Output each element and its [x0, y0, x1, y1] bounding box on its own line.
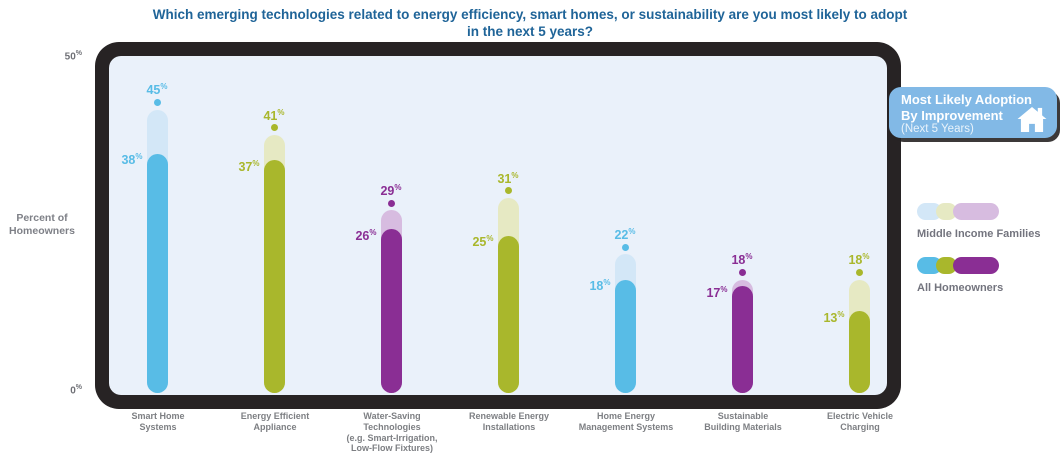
- bar-all-homeowners: [263, 159, 285, 393]
- category-label: Home Energy Management Systems: [578, 411, 674, 432]
- value-label-middle-income: 45%: [146, 82, 168, 98]
- legend-entry-all-homeowners: All Homeowners: [917, 257, 1003, 294]
- value-label-middle-income: 18%: [848, 252, 870, 268]
- legend-swatch-olive: [936, 257, 957, 274]
- legend-swatch-purple: [953, 203, 999, 220]
- value-label-middle-income: 22%: [614, 227, 636, 243]
- bar-top-dot: [738, 269, 746, 277]
- badge-text: Most Likely Adoption By Improvement (Nex…: [901, 92, 1032, 136]
- y-axis-tick-50: 50%: [64, 50, 82, 63]
- legend-swatch-purple: [953, 257, 999, 274]
- plot-area: 45% 38% 41% 37% 29% 26% 31% 25% 22% 18% 18% 17% 18% 1…: [109, 56, 887, 395]
- chart-frame: 45% 38% 41% 37% 29% 26% 31% 25% 22% 18% 18% 17% 18% 1…: [95, 42, 901, 409]
- legend-swatch-pill: [917, 203, 999, 220]
- legend-swatch-pill: [917, 257, 999, 274]
- badge-subtitle: (Next 5 Years): [901, 123, 974, 135]
- category-label: Electric Vehicle Charging: [826, 411, 894, 432]
- bar-top-dot: [504, 187, 512, 195]
- legend-swatch-blue: [917, 257, 942, 274]
- bar-top-dot: [153, 99, 161, 106]
- value-label-middle-income: 29%: [380, 183, 402, 199]
- chart-title: Which emerging technologies related to e…: [152, 7, 908, 39]
- value-label-all-homeowners: 25%: [472, 234, 494, 250]
- bar-all-homeowners: [614, 279, 636, 393]
- legend-label: All Homeowners: [917, 282, 1004, 294]
- y-axis-tick-0: 0%: [70, 384, 82, 397]
- category-label: Renewable Energy Installations: [468, 411, 550, 432]
- bar-top-dot: [387, 199, 395, 207]
- badge-line-2: By Improvement: [901, 107, 1003, 123]
- category-label: Energy Efficient Appliance: [240, 411, 310, 432]
- legend-label: Middle Income Families: [917, 228, 1041, 240]
- category-label: Sustainable Building Materials: [704, 411, 782, 432]
- legend-swatch-olive: [936, 203, 957, 220]
- bar-top-dot: [621, 243, 629, 251]
- legend-swatch-blue: [917, 203, 942, 220]
- value-label-all-homeowners: 17%: [706, 284, 728, 300]
- value-label-all-homeowners: 26%: [355, 228, 377, 244]
- y-axis-label: Percent of Homeowners: [9, 212, 75, 237]
- home-icon: [1017, 106, 1047, 133]
- value-label-middle-income: 41%: [263, 107, 285, 123]
- bar-all-homeowners: [731, 285, 753, 393]
- category-label: Water-Saving Technologies (e.g. Smart-Irri…: [346, 411, 438, 454]
- legend-entry-middle-income: Middle Income Families: [917, 203, 1040, 240]
- badge-line-1: Most Likely Adoption: [901, 92, 1032, 107]
- value-label-middle-income: 31%: [497, 170, 519, 186]
- bar-all-homeowners: [497, 235, 519, 393]
- value-label-all-homeowners: 13%: [823, 309, 845, 326]
- bar-all-homeowners: [380, 229, 402, 393]
- category-label: Smart Home Systems: [131, 411, 185, 432]
- value-label-all-homeowners: 37%: [238, 158, 260, 174]
- adoption-badge: Most Likely Adoption By Improvement (Nex…: [889, 87, 1057, 138]
- value-label-all-homeowners: 18%: [589, 278, 611, 294]
- value-label-middle-income: 18%: [731, 252, 753, 268]
- bar-all-homeowners: [848, 311, 870, 393]
- value-label-all-homeowners: 38%: [121, 152, 143, 168]
- bar-top-dot: [270, 124, 278, 132]
- bar-all-homeowners: [146, 153, 168, 393]
- bar-top-dot: [855, 269, 863, 277]
